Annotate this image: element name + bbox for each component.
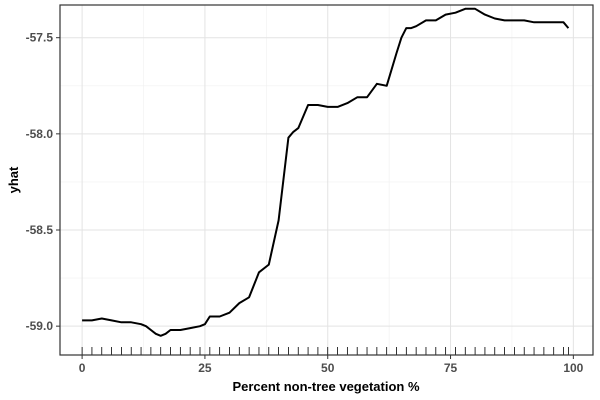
plot-border: [59, 4, 594, 356]
tick-labels: 0 25 50 75 100 -59.0 -58.5 -58.0 -57.5: [26, 31, 584, 375]
x-tick-label: 100: [563, 361, 583, 375]
y-tick-label: -57.5: [26, 31, 54, 45]
x-tick-label: 25: [198, 361, 212, 375]
grid-lines: [60, 5, 593, 355]
rug-ticks: [81, 347, 569, 355]
y-tick-label: -58.0: [26, 127, 54, 141]
x-axis-title: Percent non-tree vegetation %: [232, 379, 420, 394]
x-tick-label: 0: [79, 361, 86, 375]
series-layer: [82, 7, 570, 337]
y-axis-title: yhat: [6, 166, 21, 193]
series-line: [82, 7, 570, 337]
y-tick-label: -58.5: [26, 223, 54, 237]
plot-background: [60, 5, 593, 355]
x-tick-label: 50: [321, 361, 335, 375]
axis-ticks: [56, 37, 574, 359]
x-tick-label: 75: [444, 361, 458, 375]
y-tick-label: -59.0: [26, 319, 54, 333]
